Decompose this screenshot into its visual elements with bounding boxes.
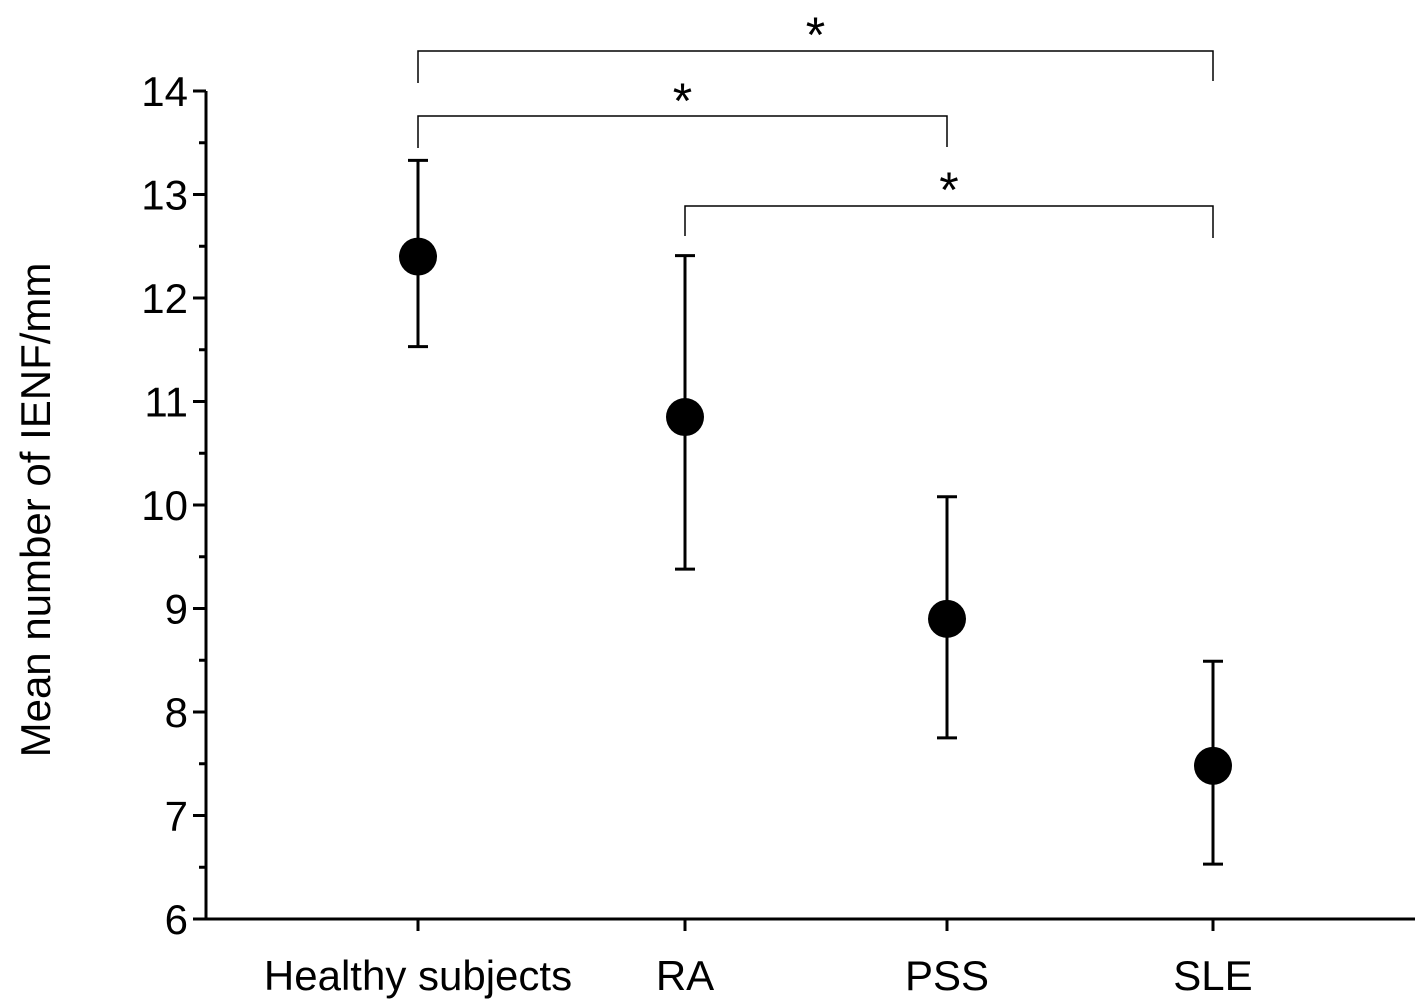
data-point <box>666 398 704 436</box>
y-tick-label: 8 <box>165 689 188 736</box>
significance-marker: * <box>806 7 825 63</box>
significance-marker: * <box>939 162 958 218</box>
significance-brackets: * * * <box>418 7 1213 238</box>
y-tick-label: 14 <box>141 68 188 115</box>
y-tick-label: 9 <box>165 586 188 633</box>
y-tick-label: 11 <box>144 379 188 426</box>
x-tick-label: RA <box>656 952 714 999</box>
data-point <box>399 238 437 276</box>
y-tick-label: 10 <box>141 482 188 529</box>
x-tick-label: PSS <box>905 952 989 999</box>
axes: 6 7 8 9 10 11 12 13 14 Healthy subjects RA PSS SLE <box>141 68 1415 999</box>
significance-marker: * <box>673 73 692 129</box>
x-tick-label: SLE <box>1173 952 1252 999</box>
y-tick-label: 6 <box>165 896 188 943</box>
data-marks <box>399 160 1232 864</box>
data-point <box>928 600 966 638</box>
data-point <box>1194 747 1232 785</box>
x-tick-label: Healthy subjects <box>264 952 572 999</box>
y-axis-label: Mean number of IENF/mm <box>12 263 59 758</box>
y-tick-label: 7 <box>165 793 188 840</box>
y-tick-label: 13 <box>141 172 188 219</box>
y-tick-label: 12 <box>141 275 188 322</box>
